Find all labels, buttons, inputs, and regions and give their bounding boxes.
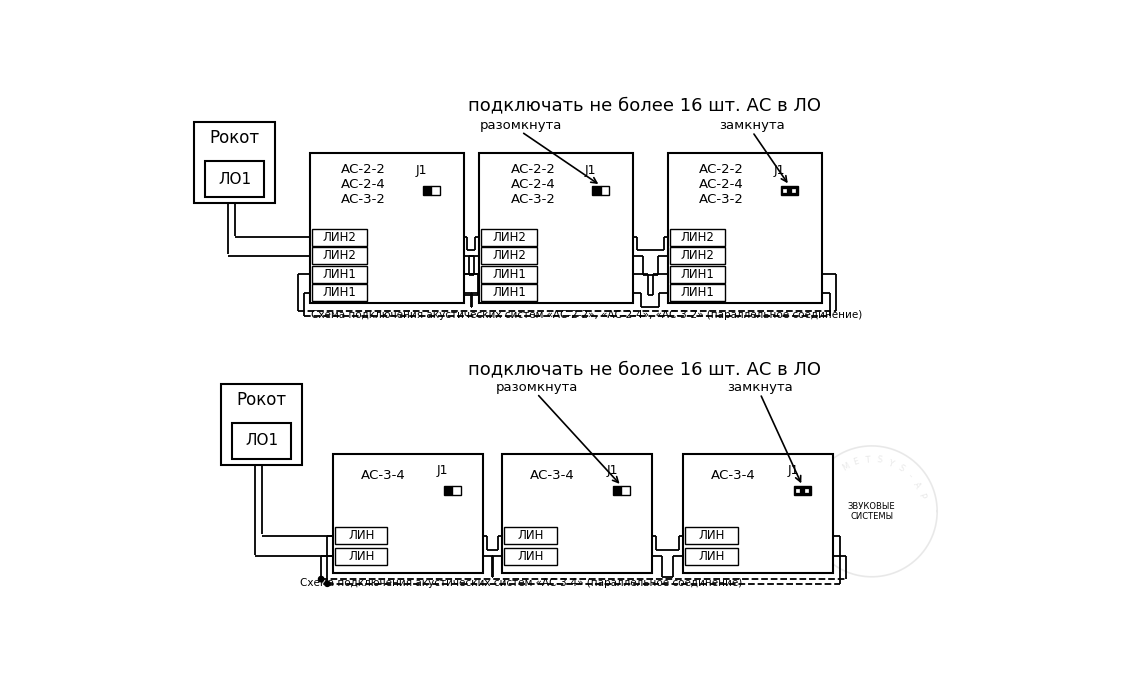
Text: J1: J1 [416,164,427,176]
Text: S: S [876,456,883,465]
Bar [797,489,799,492]
Text: замкнута: замкнута [728,381,793,394]
Text: Рокот: Рокот [209,129,260,147]
Text: ЛИН: ЛИН [348,550,374,563]
Text: ЛИН1: ЛИН1 [680,267,714,281]
Text: J1: J1 [585,164,597,176]
Text: разомкнута: разомкнута [496,381,577,394]
Bar [423,186,432,195]
Bar [592,186,601,195]
Text: разомкнута: разомкнута [480,119,563,132]
Text: M: M [841,461,851,472]
Text: подключать не более 16 шт. АС в ЛО: подключать не более 16 шт. АС в ЛО [468,97,822,115]
Bar [805,489,808,492]
Bar [312,247,367,264]
Text: ЛИН2: ЛИН2 [493,231,525,244]
Bar [670,266,725,283]
Bar [205,161,264,197]
Bar [622,486,629,495]
Text: J1: J1 [788,464,799,477]
Text: АС-2-2
АС-2-4
АС-3-2: АС-2-2 АС-2-4 АС-3-2 [341,162,386,206]
Bar [502,454,652,573]
Text: Схема подключения акустических систем «АС-3-4» (параллельное соединение): Схема подключения акустических систем «А… [301,578,742,588]
Bar [481,266,537,283]
Bar [670,284,725,301]
Text: АС-3-4: АС-3-4 [360,469,406,482]
Bar [683,454,833,573]
Text: ЛИН2: ЛИН2 [493,249,525,262]
Text: Рокот: Рокот [236,391,287,409]
Text: Y: Y [886,458,894,468]
Text: АС-3-4: АС-3-4 [530,469,574,482]
Bar [504,547,557,566]
Bar [612,486,622,495]
Bar [312,284,367,301]
Text: ЛИН1: ЛИН1 [323,286,357,299]
Bar [332,454,483,573]
Bar [444,486,452,495]
Bar [781,186,798,195]
Bar [481,284,537,301]
Bar [334,526,388,545]
Bar [479,153,633,304]
Bar [452,486,461,495]
Text: замкнута: замкнута [720,119,785,132]
Text: -: - [905,472,914,480]
Bar [432,186,440,195]
Text: ЛИН1: ЛИН1 [493,267,525,281]
Circle shape [319,576,324,582]
Text: ЛИН2: ЛИН2 [323,249,357,262]
Text: ЛИН2: ЛИН2 [323,231,357,244]
Bar [686,547,738,566]
Text: ЛО1: ЛО1 [245,433,278,449]
Bar [601,186,609,195]
Text: ЛИН: ЛИН [518,529,544,542]
Text: S: S [896,463,905,474]
Text: ЛИН: ЛИН [698,529,724,542]
Bar [312,229,367,246]
Bar [481,229,537,246]
Text: ЛИН2: ЛИН2 [680,231,714,244]
Text: ЛИН1: ЛИН1 [680,286,714,299]
Bar [481,247,537,264]
Bar [670,229,725,246]
Text: P: P [916,492,927,500]
Text: Схема подключения акустических систем «АС-2-2», «АС-2-4», «АС-3-2» (параллельное: Схема подключения акустических систем «А… [311,310,862,320]
Bar [783,189,786,192]
Circle shape [324,581,330,587]
Text: J1: J1 [437,464,449,477]
Bar [668,153,822,304]
Text: ЛИН1: ЛИН1 [493,286,525,299]
Text: T: T [864,455,870,465]
Bar [334,547,388,566]
Bar [792,189,794,192]
Bar [232,423,292,459]
Text: АС-3-4: АС-3-4 [711,469,756,482]
Text: A: A [911,481,922,490]
Bar [794,486,811,495]
Text: J1: J1 [774,164,785,176]
Text: ЛИН: ЛИН [518,550,544,563]
Bar [194,122,275,203]
Text: ЗВУКОВЫЕ
СИСТЕМЫ: ЗВУКОВЫЕ СИСТЕМЫ [848,502,896,521]
Bar [312,266,367,283]
Text: E: E [852,457,860,467]
Text: подключать не более 16 шт. АС в ЛО: подключать не более 16 шт. АС в ЛО [468,360,822,378]
Text: J1: J1 [607,464,618,477]
Bar [310,153,463,304]
Text: АС-2-2
АС-2-4
АС-3-2: АС-2-2 АС-2-4 АС-3-2 [511,162,555,206]
Text: ЛИН2: ЛИН2 [680,249,714,262]
Bar [670,247,725,264]
Text: ЛИН: ЛИН [698,550,724,563]
Text: ЛО1: ЛО1 [218,172,251,187]
Bar [686,526,738,545]
Bar [221,384,302,466]
Bar [504,526,557,545]
Text: ЛИН: ЛИН [348,529,374,542]
Text: АС-2-2
АС-2-4
АС-3-2: АС-2-2 АС-2-4 АС-3-2 [699,162,744,206]
Text: ЛИН1: ЛИН1 [323,267,357,281]
